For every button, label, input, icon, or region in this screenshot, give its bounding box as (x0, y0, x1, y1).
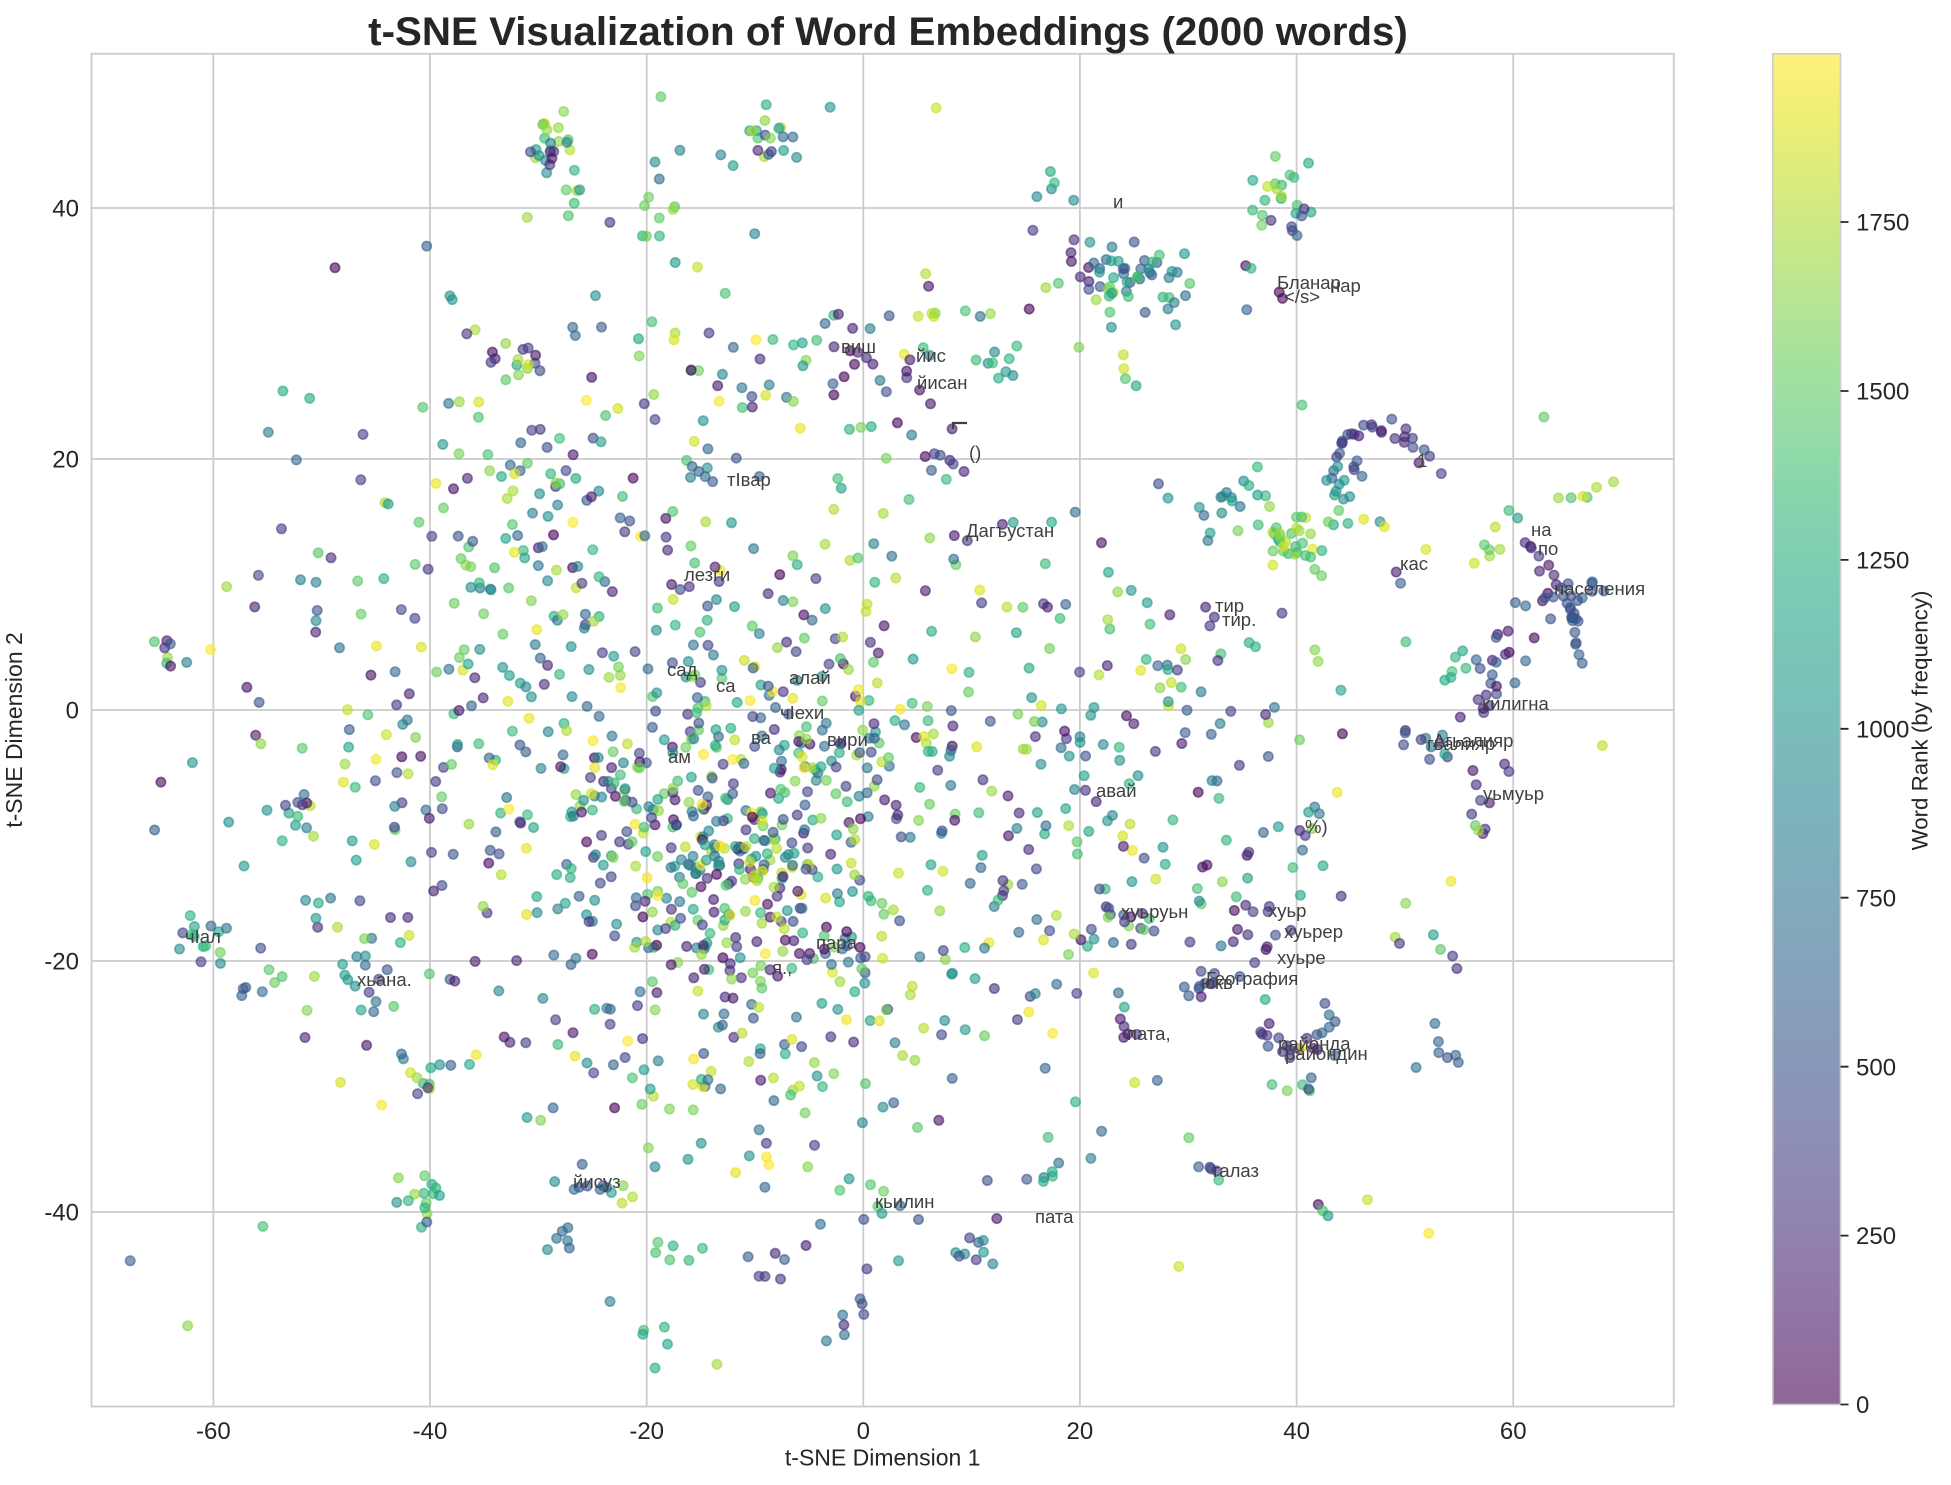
svg-text:са: са (716, 675, 736, 696)
svg-text:килигна: килигна (1482, 693, 1550, 714)
svg-text:ам: ам (668, 746, 691, 767)
svg-text:%): %) (1305, 816, 1328, 837)
svg-text:500: 500 (1856, 1054, 1896, 1081)
svg-text:хуьре: хуьре (1277, 947, 1326, 968)
svg-text:1000: 1000 (1856, 716, 1909, 743)
svg-text:хьана.: хьана. (357, 969, 412, 990)
svg-text:Дагъустан: Дагъустан (966, 520, 1054, 541)
svg-text:t-SNE Visualization of Word Em: t-SNE Visualization of Word Embeddings (… (368, 9, 1408, 54)
svg-text:хуьрер: хуьрер (1284, 921, 1343, 942)
svg-text:ва: ва (751, 727, 772, 748)
svg-text:40: 40 (52, 196, 79, 223)
svg-text:населения: населения (1554, 578, 1645, 599)
svg-text:1: 1 (1417, 450, 1427, 471)
svg-text:и: и (1113, 191, 1123, 212)
svg-text:1750: 1750 (1856, 210, 1909, 237)
svg-text:тир.: тир. (1222, 609, 1256, 630)
svg-text:t-SNE Dimension 2: t-SNE Dimension 2 (1, 632, 27, 828)
svg-text:алай: алай (789, 667, 831, 688)
svg-text:чIехи: чIехи (780, 702, 824, 723)
svg-text:-60: -60 (196, 1418, 231, 1445)
svg-text:районда: районда (1278, 1033, 1351, 1054)
svg-text:йис: йис (916, 345, 946, 366)
svg-text:лезги: лезги (684, 564, 730, 585)
svg-text:</s>: </s> (1284, 286, 1320, 307)
svg-text:40: 40 (1283, 1418, 1310, 1445)
svg-text:60: 60 (1500, 1418, 1527, 1445)
svg-text:кас: кас (1400, 553, 1428, 574)
svg-text:тIвар: тIвар (727, 469, 771, 490)
svg-text:уьмуьр: уьмуьр (1483, 783, 1544, 804)
svg-text:1500: 1500 (1856, 379, 1909, 406)
svg-text:0: 0 (66, 698, 79, 725)
svg-text:Бланар: Бланар (1277, 272, 1341, 293)
svg-text:кьилин: кьилин (875, 1191, 934, 1212)
svg-text:сад: сад (667, 659, 698, 680)
svg-text:Агьалияр: Агьалияр (1433, 730, 1513, 751)
svg-text:0: 0 (1856, 1392, 1869, 1419)
svg-text:авай: авай (1096, 780, 1137, 801)
svg-text:пара: пара (816, 932, 858, 953)
svg-text:нар: нар (1330, 275, 1361, 296)
svg-text:гьалияр: гьалияр (1427, 733, 1495, 754)
svg-text:райондин: райондин (1285, 1043, 1368, 1064)
svg-text:хуьруьн: хуьруьн (1121, 901, 1188, 922)
svg-text:чIал: чIал (185, 926, 221, 947)
svg-text:виш: виш (841, 336, 876, 357)
svg-text:-20: -20 (629, 1418, 664, 1445)
svg-text:вири: вири (827, 729, 868, 750)
svg-text:галаз: галаз (1213, 1160, 1259, 1181)
svg-text:тир: тир (1215, 595, 1244, 616)
svg-text:я.,: я., (772, 957, 792, 978)
svg-text:Word Rank (by frequency): Word Rank (by frequency) (1908, 591, 1933, 851)
svg-text:-40: -40 (44, 1200, 79, 1227)
svg-text:на: на (1531, 519, 1552, 540)
svg-text:(): () (969, 442, 981, 463)
svg-text:пата: пата (1035, 1206, 1074, 1227)
svg-text:хуьр: хуьр (1268, 900, 1306, 921)
svg-text:250: 250 (1856, 1223, 1896, 1250)
svg-text:по: по (1538, 538, 1558, 559)
svg-text:юкв: юкв (1201, 972, 1233, 993)
svg-text:пата,: пата, (1127, 1023, 1171, 1044)
svg-text:йисуз: йисуз (573, 1171, 621, 1192)
svg-text:-20: -20 (44, 949, 79, 976)
svg-text:1250: 1250 (1856, 548, 1909, 575)
svg-text:20: 20 (1067, 1418, 1094, 1445)
svg-text:t-SNE Dimension 1: t-SNE Dimension 1 (785, 1445, 981, 1471)
svg-text:0: 0 (857, 1418, 870, 1445)
svg-text:750: 750 (1856, 885, 1896, 912)
svg-text:-40: -40 (413, 1418, 448, 1445)
svg-text:География: География (1206, 968, 1298, 989)
svg-text:20: 20 (52, 447, 79, 474)
svg-text:йисан: йисан (917, 372, 967, 393)
